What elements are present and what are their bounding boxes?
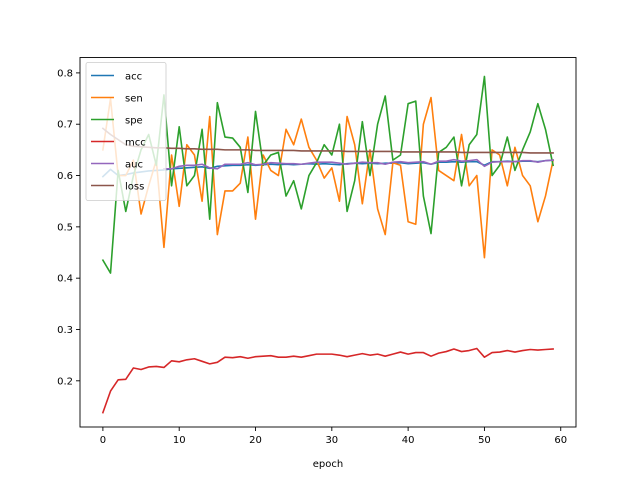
y-tick-label: 0.8 bbox=[57, 68, 73, 79]
series-line-acc bbox=[101, 159, 554, 178]
legend-label-loss: loss bbox=[125, 182, 144, 193]
x-tick-label: 30 bbox=[325, 435, 338, 446]
y-tick-label: 0.4 bbox=[57, 274, 73, 285]
series-line-loss bbox=[101, 127, 554, 154]
x-tick-label: 50 bbox=[478, 435, 491, 446]
y-tick-label: 0.5 bbox=[57, 222, 73, 233]
series-line-spe bbox=[101, 75, 555, 274]
legend-label-spe: spe bbox=[125, 116, 143, 127]
x-axis: 0 10 20 30 40 50 60 bbox=[100, 427, 567, 446]
y-axis: 0.2 0.3 0.4 0.5 0.6 0.7 0.8 bbox=[57, 68, 80, 387]
y-tick-label: 0.7 bbox=[57, 120, 73, 131]
x-axis-label: epoch bbox=[313, 459, 343, 470]
legend-label-mcc: mcc bbox=[125, 138, 146, 149]
x-tick-label: 10 bbox=[173, 435, 186, 446]
y-tick-label: 0.3 bbox=[57, 325, 73, 336]
legend-label-auc: auc bbox=[125, 160, 143, 171]
y-tick-label: 0.2 bbox=[57, 376, 73, 387]
series-line-mcc bbox=[101, 347, 554, 414]
legend-box bbox=[85, 62, 167, 201]
x-tick-label: 20 bbox=[249, 435, 262, 446]
legend-label-sen: sen bbox=[125, 94, 143, 105]
x-tick-label: 60 bbox=[554, 435, 567, 446]
plot-frame bbox=[79, 57, 577, 428]
series-line-sen bbox=[101, 96, 555, 259]
series-line-auc bbox=[163, 158, 554, 170]
legend: acc sen spe mcc auc loss bbox=[85, 62, 167, 201]
legend-label-acc: acc bbox=[125, 72, 142, 83]
x-tick-label: 0 bbox=[100, 435, 106, 446]
series-layer bbox=[101, 75, 555, 414]
y-tick-label: 0.6 bbox=[57, 171, 73, 182]
x-tick-label: 40 bbox=[402, 435, 415, 446]
